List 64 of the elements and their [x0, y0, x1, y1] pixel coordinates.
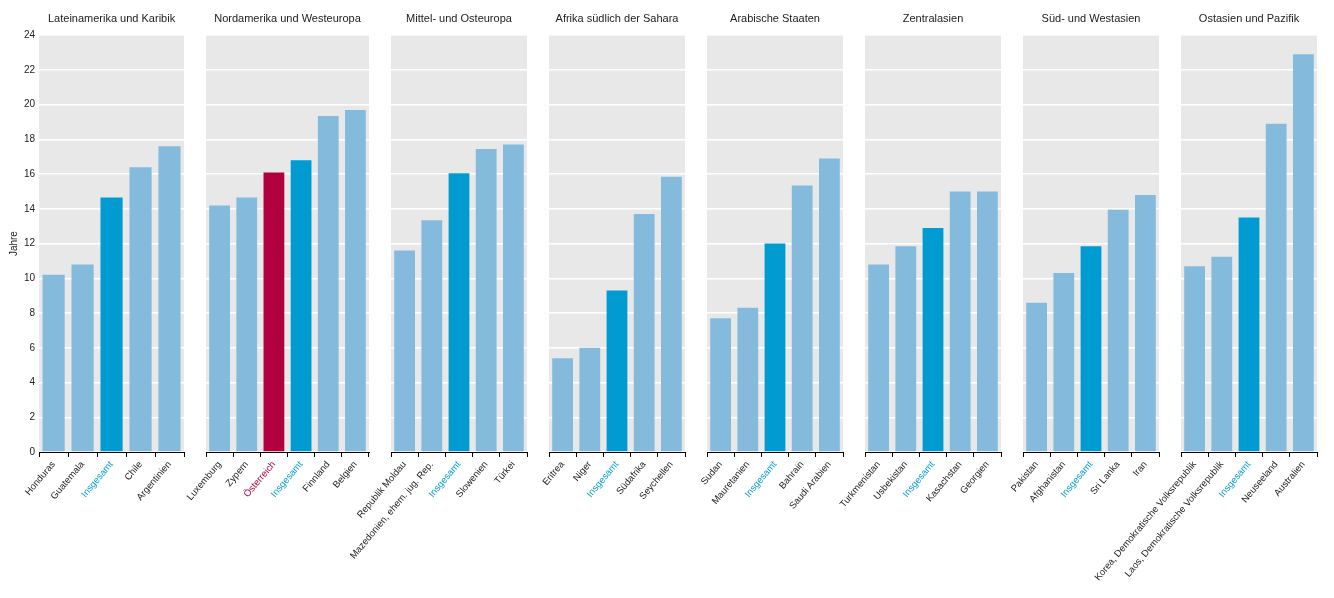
bar	[448, 173, 470, 452]
bar	[791, 185, 813, 452]
bar	[1184, 266, 1205, 452]
bar	[394, 250, 415, 452]
bar	[475, 148, 497, 452]
y-tick-label: 10	[24, 272, 36, 284]
y-tick-label: 2	[29, 411, 36, 423]
x-tick-label: Iran	[1130, 458, 1149, 479]
chart-title: Mittel- und Osteuropa	[406, 11, 513, 24]
bar	[737, 307, 759, 452]
bar	[552, 358, 573, 452]
bar	[263, 172, 285, 452]
bar	[1265, 123, 1287, 452]
bar	[236, 197, 258, 452]
y-tick-label: 0	[29, 445, 36, 457]
y-tick-label: 16	[24, 167, 36, 179]
chart-title: Nordamerika und Westeuropa	[214, 11, 362, 24]
bar	[345, 109, 366, 452]
bar	[895, 246, 917, 452]
y-tick-label: 14	[24, 202, 36, 214]
bar	[633, 214, 655, 452]
y-tick-label: 4	[29, 376, 36, 388]
bar	[421, 220, 443, 452]
bar	[1211, 256, 1233, 452]
chart-title: Arabische Staaten	[730, 11, 820, 24]
bar	[819, 158, 840, 452]
bar	[71, 264, 94, 452]
bar	[1238, 217, 1260, 452]
y-axis-title: Jahre	[7, 230, 19, 257]
bar	[100, 197, 123, 452]
y-tick-label: 20	[24, 98, 36, 110]
y-tick-label: 18	[24, 133, 36, 145]
bar	[922, 227, 944, 452]
bar	[158, 146, 181, 452]
chart-title: Afrika südlich der Sahara	[555, 11, 680, 24]
bar	[579, 347, 601, 452]
bar	[1026, 302, 1047, 452]
bar	[503, 144, 524, 452]
bar	[710, 318, 731, 452]
y-tick-label: 24	[24, 28, 36, 40]
y-tick-label: 12	[24, 237, 36, 249]
bar	[42, 274, 65, 452]
y-tick-label: 22	[24, 63, 36, 75]
bar	[1107, 209, 1129, 452]
bar	[1135, 194, 1156, 452]
chart-title: Ostasien und Pazifik	[1198, 11, 1300, 24]
bar	[209, 205, 230, 452]
bar	[949, 191, 971, 452]
chart-title: Zentralasien	[902, 11, 964, 24]
bar	[868, 264, 889, 452]
bar	[606, 290, 628, 452]
y-tick-label: 8	[29, 306, 36, 318]
bar	[661, 176, 682, 452]
chart-title: Lateinamerika und Karibik	[47, 11, 176, 24]
bar	[129, 167, 152, 452]
chart-title: Süd- und Westasien	[1041, 11, 1141, 24]
bar	[764, 243, 786, 452]
bar	[1293, 54, 1314, 452]
bar	[1080, 246, 1102, 452]
bar	[290, 160, 312, 452]
bar	[1053, 273, 1075, 452]
bar	[977, 191, 998, 452]
bar	[317, 115, 339, 452]
y-tick-label: 6	[29, 341, 36, 353]
